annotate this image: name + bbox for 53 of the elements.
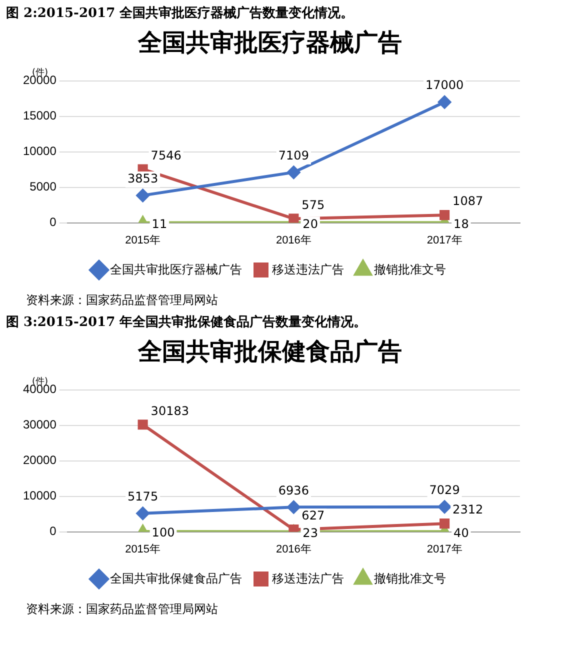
data-label: 2312 xyxy=(452,502,484,517)
data-label: 23 xyxy=(302,526,318,540)
data-label: 1087 xyxy=(452,194,484,208)
point xyxy=(287,500,300,514)
point xyxy=(438,96,452,109)
data-label: 5175 xyxy=(128,490,158,504)
point xyxy=(138,420,148,430)
x-tick-label: 2015年 xyxy=(125,234,161,246)
point xyxy=(136,188,150,202)
chart-title: 全国共审批保健食品广告 xyxy=(137,336,402,366)
legend-label: 撤销批准文号 xyxy=(374,262,446,276)
data-label: 3853 xyxy=(128,172,158,186)
x-tick-label: 2017年 xyxy=(426,234,462,246)
data-label: 7109 xyxy=(278,148,309,162)
x-tick-label: 2017年 xyxy=(426,543,462,556)
data-label: 7546 xyxy=(150,148,182,162)
y-tick-label: 30000 xyxy=(22,418,57,432)
x-tick-label: 2016年 xyxy=(276,543,312,556)
data-label: 575 xyxy=(302,198,325,212)
y-tick-label: 0 xyxy=(50,215,57,230)
x-tick-label: 2016年 xyxy=(276,234,312,246)
data-label: 17000 xyxy=(425,78,464,92)
legend-label: 撤销批准文号 xyxy=(374,571,446,586)
point xyxy=(136,506,150,520)
data-label: 40 xyxy=(454,526,469,540)
point xyxy=(440,210,450,220)
data-label: 6936 xyxy=(278,483,309,498)
legend-label: 移送违法广告 xyxy=(272,262,344,276)
legend-label: 全国共审批保健食品广告 xyxy=(110,571,242,586)
data-label: 11 xyxy=(152,216,168,231)
y-tick-label: 5000 xyxy=(30,180,57,194)
data-label: 18 xyxy=(454,216,469,231)
caption: 图 3:2015-2017 年全国共审批保健食品广告数量变化情况。 xyxy=(6,314,368,331)
x-tick-label: 2015年 xyxy=(125,543,161,556)
data-label: 7029 xyxy=(429,482,460,497)
y-tick-label: 0 xyxy=(50,524,57,538)
data-label: 30183 xyxy=(150,404,189,418)
legend-label: 移送违法广告 xyxy=(272,571,344,586)
text: 资料来源：国家药品监督管理局网站 xyxy=(26,601,219,618)
point xyxy=(440,518,450,529)
y-tick-label: 20000 xyxy=(22,453,57,468)
data-label: 627 xyxy=(302,508,325,523)
point xyxy=(438,500,452,514)
y-tick-label: 15000 xyxy=(22,108,57,123)
legend-label: 全国共审批医疗器械广告 xyxy=(110,262,242,276)
y-tick-label: 10000 xyxy=(22,488,57,503)
data-label: 100 xyxy=(152,526,175,540)
data-label: 20 xyxy=(302,216,318,231)
chart-title: 全国共审批医疗器械广告 xyxy=(137,28,402,57)
text: 资料来源：国家药品监督管理局网站 xyxy=(26,292,219,309)
caption: 图 2:2015-2017 全国共审批医疗器械广告数量变化情况。 xyxy=(6,4,355,22)
point xyxy=(287,166,300,179)
y-tick-label: 10000 xyxy=(22,144,57,158)
